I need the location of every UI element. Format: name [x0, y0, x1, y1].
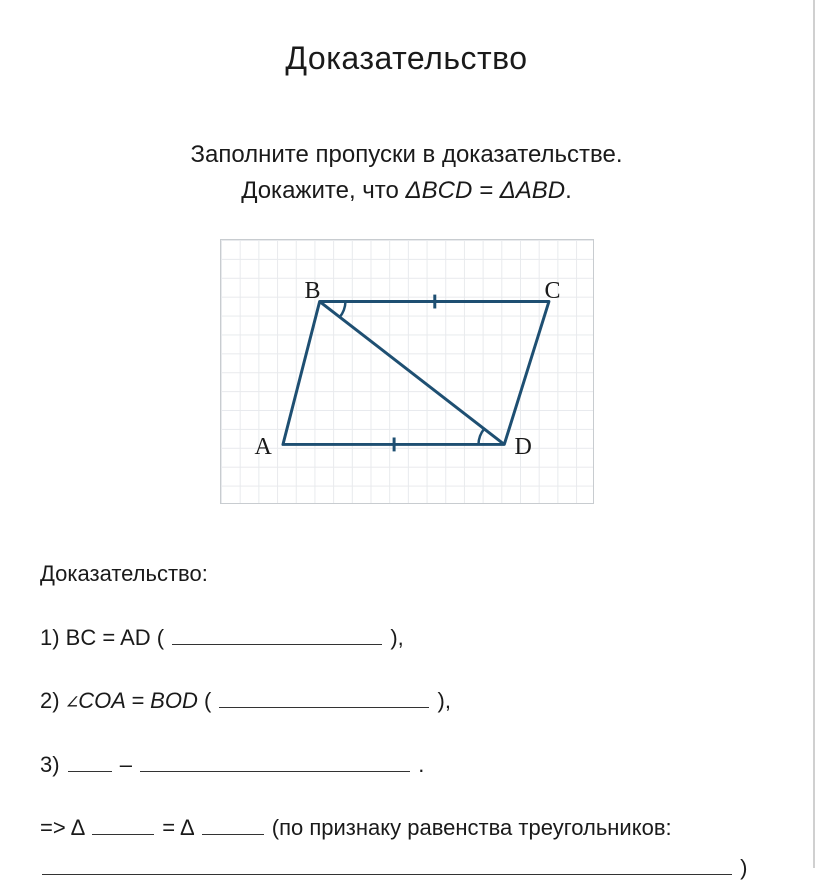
proof-line4-b: = Δ — [156, 815, 199, 840]
proof-line-2: 2) ∠COA = BOD ( ), — [40, 681, 773, 721]
instructions: Заполните пропуски в доказательстве. Док… — [40, 137, 773, 209]
proof-line2-c: ), — [431, 688, 451, 713]
proof-line2-a: 2) — [40, 688, 66, 713]
proof-line1-b: ), — [384, 625, 404, 650]
label-d: D — [515, 434, 533, 461]
label-b: B — [305, 278, 322, 305]
instructions-line1: Заполните пропуски в доказательстве. — [190, 141, 622, 168]
blank-4a[interactable] — [92, 811, 154, 835]
page-title: Доказательство — [40, 40, 773, 77]
angle-arc-d — [478, 429, 484, 445]
blank-3b[interactable] — [140, 748, 410, 772]
proof-line-1: 1) BC = AD ( ), — [40, 618, 773, 658]
blank-4b[interactable] — [202, 811, 264, 835]
proof-heading: Доказательство: — [40, 554, 773, 594]
proof-line3-dash: – — [114, 752, 138, 777]
instructions-line2-theorem: ΔBCD = ΔABD — [406, 177, 566, 204]
proof-line1-a: 1) BC = AD ( — [40, 625, 170, 650]
proof-line2-angle: ∠COA = BOD — [66, 688, 198, 713]
geometry-figure: A B C D — [220, 239, 594, 504]
proof-line2-b: ( — [198, 688, 218, 713]
proof-body: Доказательство: 1) BC = AD ( ), 2) ∠COA … — [40, 554, 773, 888]
proof-line-4: => Δ = Δ (по признаку равенства треуголь… — [40, 808, 773, 887]
proof-line4-c: (по признаку равенства треугольников: — [266, 815, 672, 840]
proof-line4-a: => Δ — [40, 815, 90, 840]
parallelogram — [282, 302, 548, 445]
proof-line4-d: ) — [734, 855, 747, 880]
proof-line-3: 3) – . — [40, 745, 773, 785]
proof-line3-end: . — [412, 752, 424, 777]
blank-1[interactable] — [172, 620, 382, 644]
angle-arc-b — [339, 302, 345, 318]
blank-2[interactable] — [219, 684, 429, 708]
label-a: A — [255, 434, 273, 461]
blank-3a[interactable] — [68, 748, 112, 772]
figure-container: A B C D — [40, 239, 773, 504]
instructions-line2-c: . — [565, 177, 572, 204]
blank-4c[interactable] — [42, 851, 732, 875]
page: Доказательство Заполните пропуски в дока… — [0, 0, 815, 868]
parallelogram-svg — [221, 240, 593, 503]
label-c: C — [545, 278, 562, 305]
instructions-line2-a: Докажите, что — [241, 177, 405, 204]
proof-line3-a: 3) — [40, 752, 66, 777]
diagonal-bd — [319, 302, 504, 445]
